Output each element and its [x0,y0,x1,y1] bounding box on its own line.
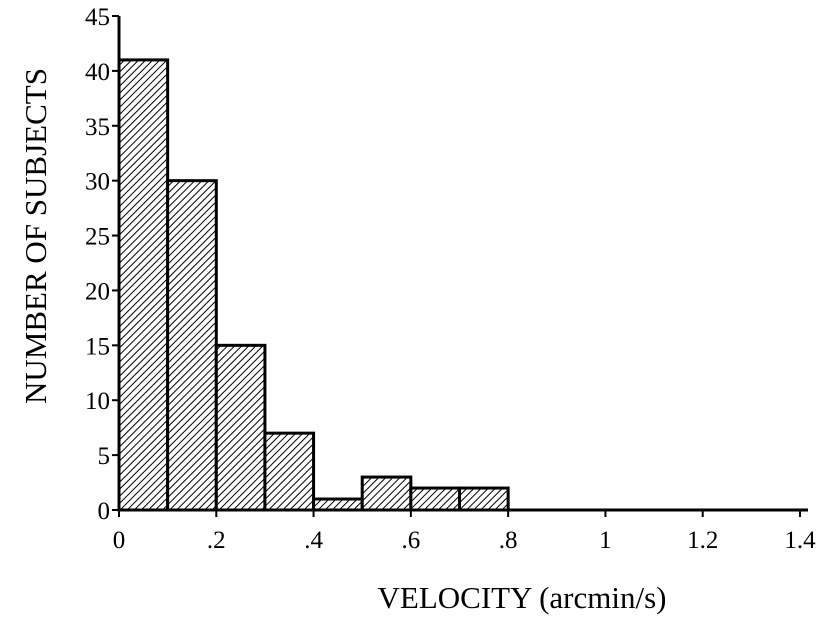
x-tick-label: 1.2 [687,527,718,554]
y-tick-label: 40 [85,59,110,86]
x-axis-title: VELOCITY (arcmin/s) [378,580,667,615]
y-tick-label: 20 [85,278,110,305]
y-tick-label: 45 [85,4,110,31]
y-tick-label: 30 [85,169,110,196]
y-tick-label: 0 [98,498,111,525]
histogram-bar [312,497,364,512]
x-tick-label: 1.4 [784,527,816,554]
histogram-bar [458,486,510,512]
y-tick-label: 15 [85,333,110,360]
histogram-bar [263,431,316,512]
histogram-bar [166,179,218,512]
axes-layer [117,16,808,512]
histogram-bar [117,58,170,512]
x-tick-label: .6 [401,527,420,554]
x-tick-label: .4 [304,527,323,554]
histogram-bar [360,475,413,512]
x-tick-label: 0 [113,527,126,554]
y-tick-label: 35 [85,114,110,141]
bars-layer [117,58,510,512]
x-tick-label: 1 [599,527,612,554]
histogram-bar [214,343,267,512]
y-tick-label: 5 [98,443,111,470]
x-tick-label: .8 [499,527,518,554]
y-tick-label: 25 [85,224,110,251]
ticks-layer: 0 5 10 15 20 25 30 35 40 45 0 .2 .4 .6 .8 1 1.2 1.4 [85,4,816,554]
y-tick-label: 10 [85,388,110,415]
histogram-bar [409,486,462,512]
y-axis-title: NUMBER OF SUBJECTS [18,68,53,404]
x-tick-label: .2 [207,527,226,554]
